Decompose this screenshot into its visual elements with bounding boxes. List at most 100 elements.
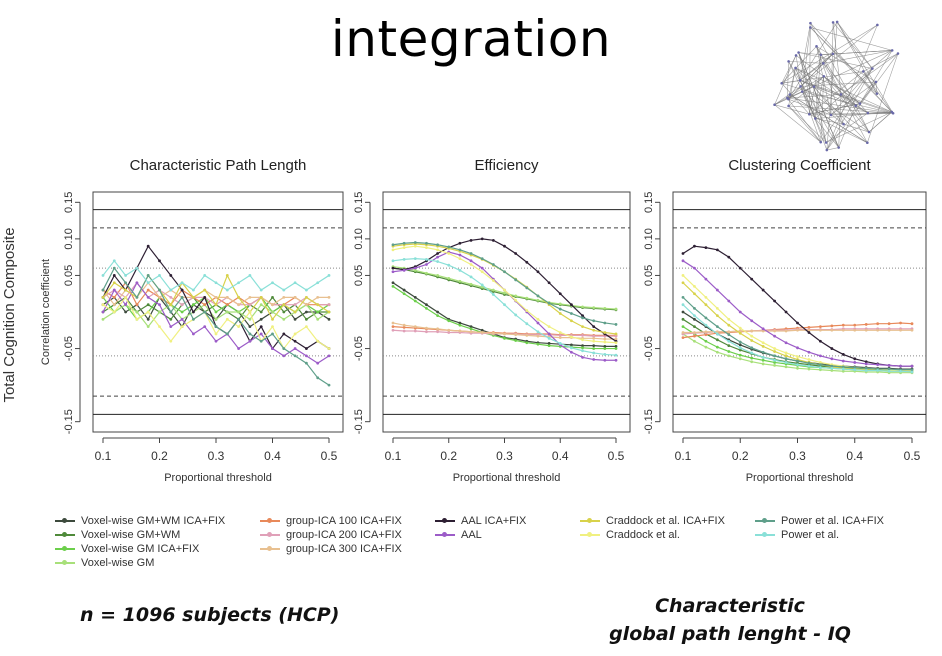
data-point — [503, 303, 506, 307]
data-point — [830, 369, 834, 372]
data-point — [525, 286, 529, 290]
data-point — [570, 346, 573, 350]
data-point — [773, 299, 776, 303]
data-point — [469, 327, 473, 331]
data-point — [738, 326, 742, 330]
data-point — [603, 358, 607, 362]
data-point — [413, 244, 417, 248]
data-point — [853, 368, 857, 372]
data-point — [458, 241, 462, 245]
data-point — [271, 317, 274, 321]
brain-edge — [798, 52, 827, 143]
data-point — [413, 295, 417, 299]
data-point — [425, 303, 428, 307]
data-point — [581, 305, 584, 309]
data-point — [169, 325, 173, 329]
data-point — [391, 281, 395, 285]
brain-edge — [798, 52, 839, 148]
data-point — [503, 336, 506, 340]
data-point — [525, 334, 529, 337]
data-point — [693, 317, 696, 321]
data-point — [305, 295, 308, 299]
data-point — [784, 341, 788, 345]
brain-edge — [788, 105, 827, 143]
data-point — [237, 310, 241, 314]
data-point — [305, 317, 308, 321]
data-point — [146, 310, 150, 314]
x-tick-label: 0.1 — [675, 449, 692, 463]
data-point — [124, 274, 127, 277]
data-point — [391, 321, 395, 325]
brain-node — [798, 79, 802, 82]
data-point — [402, 292, 406, 296]
chart-legend: Voxel-wise GM+WM ICA+FIX Voxel-wise GM+WM… — [55, 514, 935, 574]
data-point — [887, 328, 891, 332]
data-point — [547, 332, 551, 336]
data-point — [436, 310, 439, 314]
data-point — [425, 330, 428, 334]
data-point — [876, 363, 880, 367]
brain-node — [787, 60, 790, 63]
data-point — [704, 345, 708, 349]
data-point — [214, 295, 218, 299]
legend-swatch — [260, 529, 280, 540]
y-tick-label: 0.05 — [353, 265, 365, 286]
data-point — [458, 268, 462, 272]
data-point — [146, 317, 150, 321]
series-group — [681, 244, 914, 375]
data-point — [248, 274, 252, 277]
data-point — [592, 336, 596, 340]
x-tick-label: 0.5 — [904, 449, 921, 463]
plot-frame — [672, 191, 927, 433]
brain-edge — [809, 27, 811, 115]
data-point — [436, 255, 439, 259]
data-point — [316, 310, 320, 314]
data-point — [614, 347, 618, 350]
brain-edge — [800, 86, 821, 143]
data-point — [830, 357, 834, 361]
brain-network-edges — [773, 20, 900, 152]
data-point — [225, 303, 229, 307]
legend-swatch — [580, 529, 600, 540]
data-point — [503, 244, 506, 248]
brain-node — [861, 70, 865, 73]
data-point — [715, 350, 719, 354]
x-axis: 0.1 0.2 0.3 0.4 0.5 — [675, 437, 921, 463]
data-point — [681, 274, 685, 277]
data-point — [899, 364, 902, 368]
data-point — [413, 325, 417, 329]
data-point — [436, 243, 439, 247]
data-point — [237, 347, 241, 350]
data-point — [796, 366, 799, 370]
brain-node — [858, 102, 862, 105]
legend-item: AAL — [435, 528, 482, 541]
data-point — [169, 274, 173, 277]
data-point — [112, 303, 116, 307]
legend-label: group-ICA 200 ICA+FIX — [286, 528, 402, 541]
x-tick-label: 0.5 — [321, 449, 338, 463]
data-point — [316, 303, 320, 307]
data-point — [558, 292, 562, 296]
data-point — [514, 313, 518, 317]
data-point — [271, 310, 274, 314]
brain-edge — [774, 75, 824, 105]
data-point — [402, 323, 406, 327]
brain-edge — [813, 86, 894, 114]
data-point — [259, 288, 263, 292]
data-point — [558, 331, 562, 334]
caption-note: Characteristic global path lenght - IQ — [590, 592, 870, 648]
data-point — [282, 303, 286, 307]
y-tick-label: 0.15 — [353, 192, 365, 213]
brain-node — [822, 74, 826, 78]
data-point — [592, 328, 596, 332]
data-point — [738, 357, 742, 361]
legend-item: group-ICA 100 ICA+FIX — [260, 514, 402, 527]
y-tick-label: -0.05 — [353, 336, 365, 361]
data-point — [738, 353, 742, 357]
data-point — [727, 323, 731, 327]
data-point — [402, 246, 406, 250]
brain-node — [773, 103, 776, 107]
x-tick-label: 0.4 — [846, 449, 863, 463]
brain-edge — [781, 83, 810, 115]
data-point — [203, 325, 207, 329]
